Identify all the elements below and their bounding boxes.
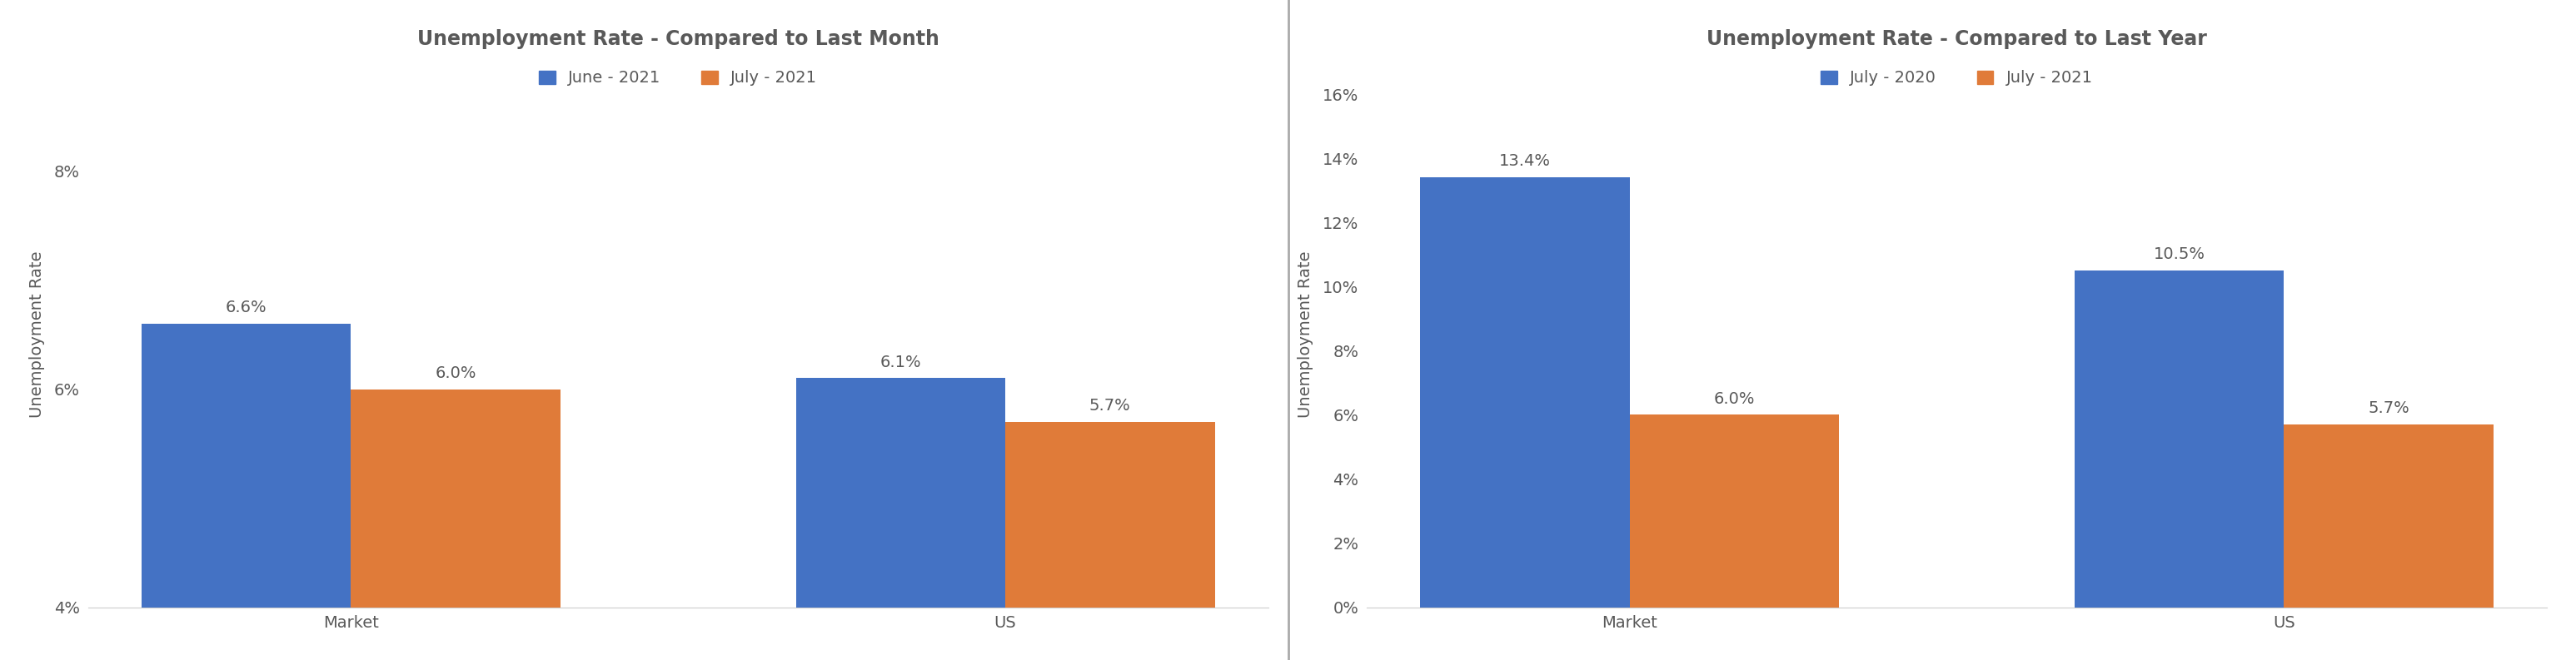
Bar [1005, 422, 1216, 660]
Text: 6.0%: 6.0% [435, 365, 477, 381]
Bar [142, 323, 350, 660]
Bar [2074, 271, 2285, 607]
Text: 6.1%: 6.1% [881, 354, 922, 370]
Bar [796, 378, 1005, 660]
Bar [1419, 178, 1631, 607]
Text: 6.6%: 6.6% [227, 300, 268, 315]
Bar [350, 389, 562, 660]
Text: 10.5%: 10.5% [2154, 246, 2205, 262]
Text: 5.7%: 5.7% [1090, 398, 1131, 414]
Text: 5.7%: 5.7% [2367, 401, 2409, 416]
Y-axis label: Unemployment Rate: Unemployment Rate [28, 251, 44, 418]
Y-axis label: Unemployment Rate: Unemployment Rate [1298, 251, 1314, 418]
Text: 6.0%: 6.0% [1713, 391, 1754, 407]
Legend: June - 2021, July - 2021: June - 2021, July - 2021 [531, 62, 824, 94]
Title: Unemployment Rate - Compared to Last Year: Unemployment Rate - Compared to Last Yea… [1708, 29, 2208, 49]
Legend: July - 2020, July - 2021: July - 2020, July - 2021 [1814, 62, 2102, 94]
Text: 13.4%: 13.4% [1499, 154, 1551, 170]
Title: Unemployment Rate - Compared to Last Month: Unemployment Rate - Compared to Last Mon… [417, 29, 940, 49]
Bar [1631, 414, 1839, 607]
Bar [2285, 424, 2494, 607]
